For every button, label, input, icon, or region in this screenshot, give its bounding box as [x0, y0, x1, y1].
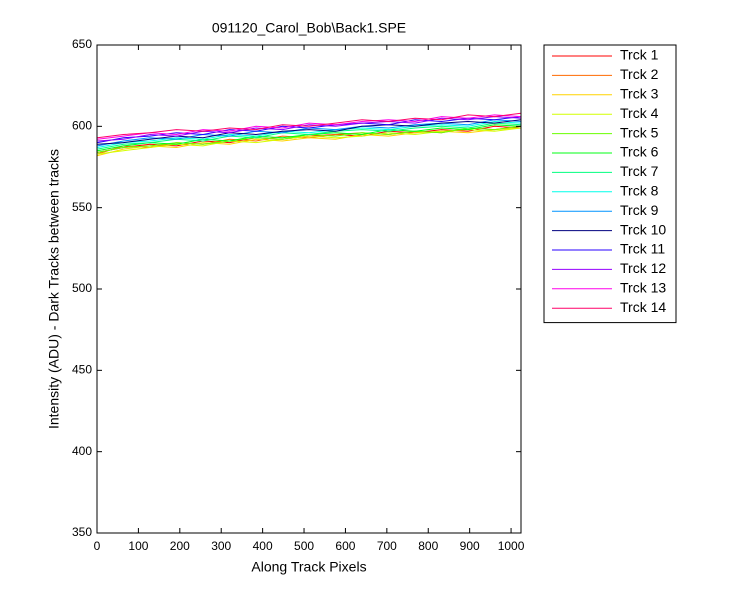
legend-label: Trck 7: [620, 163, 659, 179]
series-line: [97, 112, 522, 139]
series-line: [97, 122, 522, 150]
legend-label: Trck 10: [620, 221, 666, 237]
y-tick-label: 450: [72, 363, 92, 377]
x-tick-label: 200: [170, 539, 190, 553]
x-tick-label: 0: [94, 539, 101, 553]
series-line: [97, 127, 522, 157]
x-tick-label: 800: [418, 539, 438, 553]
legend-label: Trck 8: [620, 183, 659, 199]
x-tick-label: 300: [211, 539, 231, 553]
legend-label: Trck 11: [620, 241, 665, 257]
y-tick-label: 500: [72, 281, 92, 295]
x-tick-label: 1000: [498, 539, 525, 553]
x-tick-label: 700: [377, 539, 397, 553]
legend-label: Trck 2: [620, 66, 659, 82]
x-tick-label: 400: [253, 539, 273, 553]
legend-label: Trck 9: [620, 202, 659, 218]
legend-label: Trck 6: [620, 144, 659, 160]
series-line: [97, 114, 522, 140]
legend-label: Trck 3: [620, 86, 659, 102]
legend-label: Trck 14: [620, 299, 666, 315]
x-tick-label: 600: [335, 539, 355, 553]
legend-label: Trck 4: [620, 105, 659, 121]
y-axis-label: Intensity (ADU) - Dark Tracks between tr…: [46, 149, 62, 429]
x-tick-label: 500: [294, 539, 314, 553]
x-tick-label: 900: [460, 539, 480, 553]
y-tick-label: 400: [72, 444, 92, 458]
chart-title: 091120_Carol_Bob\Back1.SPE: [212, 20, 406, 36]
series-line: [97, 127, 522, 155]
legend-label: Trck 12: [620, 260, 666, 276]
series-line: [97, 119, 522, 145]
y-tick-label: 650: [72, 37, 92, 51]
x-axis-label: Along Track Pixels: [251, 559, 366, 575]
legend-box: [543, 44, 677, 324]
legend-label: Trck 1: [620, 47, 659, 63]
plot-area: [97, 45, 521, 533]
series-line: [97, 116, 522, 142]
legend-label: Trck 13: [620, 280, 666, 296]
y-tick-label: 550: [72, 200, 92, 214]
x-tick-label: 100: [128, 539, 148, 553]
y-tick-label: 600: [72, 119, 92, 133]
legend-label: Trck 5: [620, 124, 659, 140]
y-tick-label: 350: [72, 525, 92, 539]
